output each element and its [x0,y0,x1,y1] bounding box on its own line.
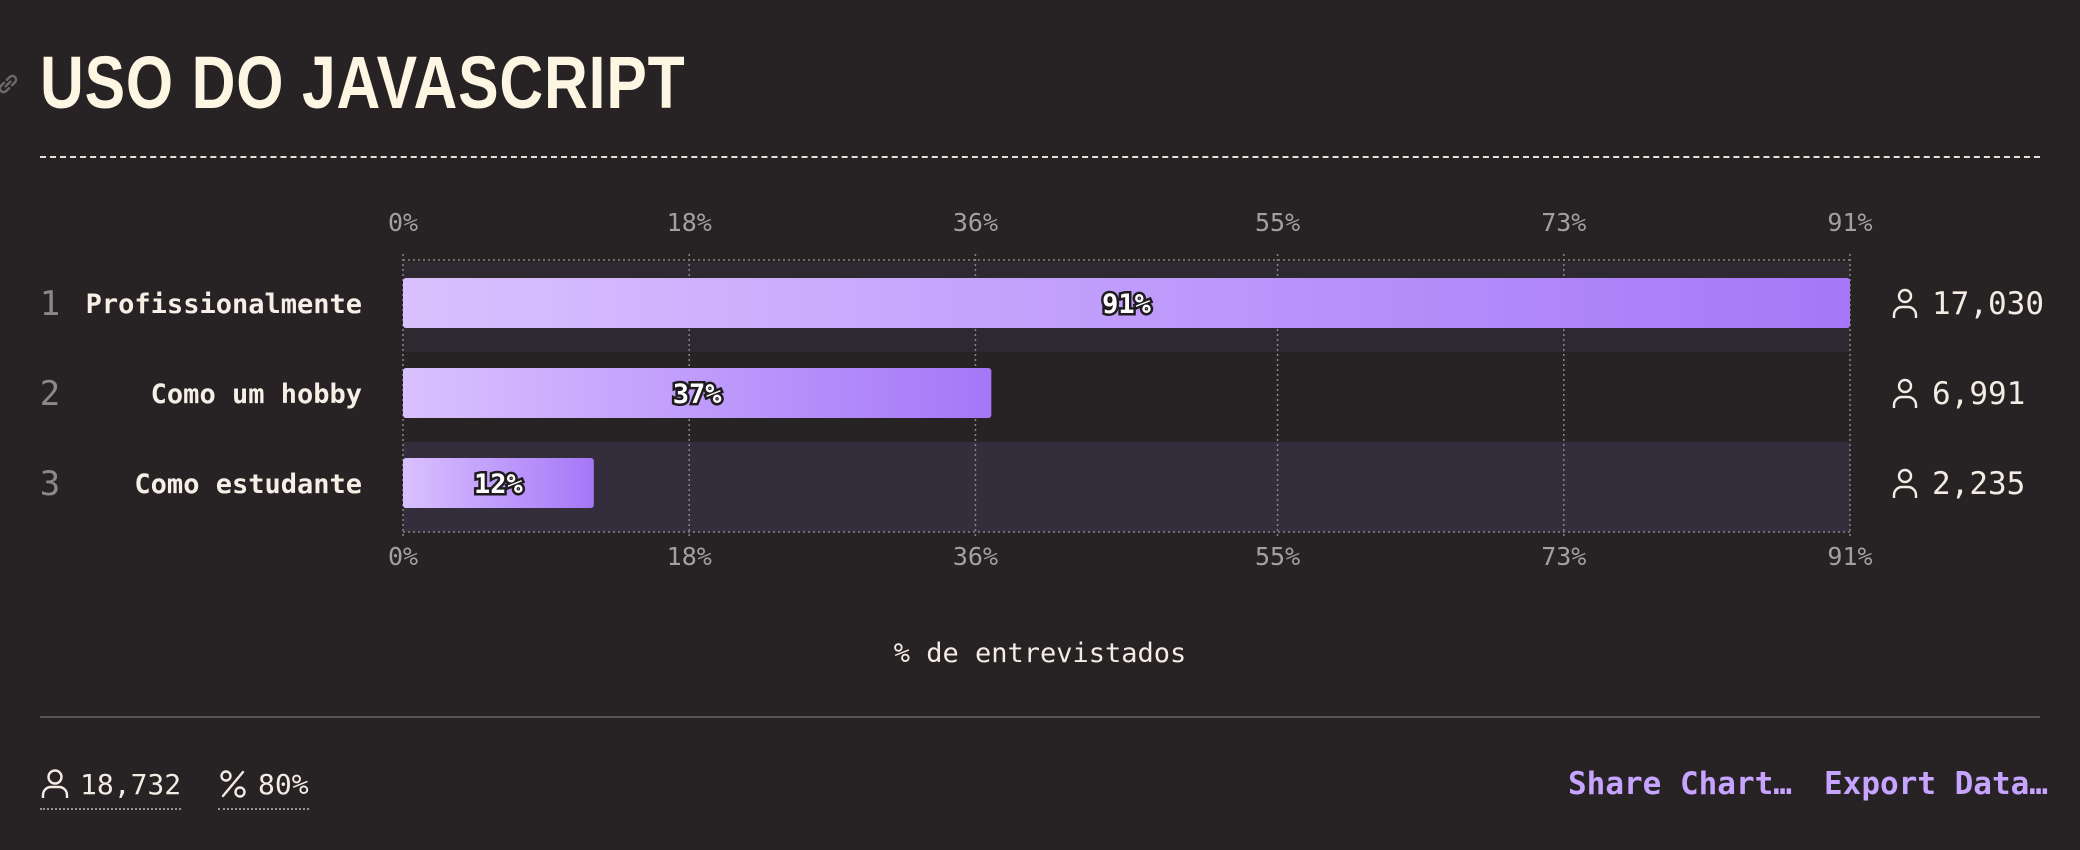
respondents-stat[interactable]: 18,732 [40,762,182,810]
top-tick-label: 0% [388,208,418,237]
x-axis-title: % de entrevistados [893,638,1187,669]
bar-value-label: 12% [474,469,524,500]
chart-title: USO DO JAVASCRIPT [40,41,686,124]
title-divider [40,156,2040,158]
user-icon [41,769,69,798]
bottom-tick-label: 55% [1255,542,1300,571]
top-tick-label: 91% [1827,208,1872,237]
bar-value-label: 91% [1102,289,1152,320]
link-icon[interactable] [0,70,22,98]
rank-number: 2 [40,374,60,414]
bar[interactable] [403,278,1850,328]
bottom-tick-label: 73% [1541,542,1586,571]
percent-icon [220,770,246,798]
completion-stat[interactable]: 80% [218,762,309,810]
respondent-count: 6,991 [1932,376,2025,412]
top-tick-label: 73% [1541,208,1586,237]
category-label: Como um hobby [151,379,362,410]
respondent-count: 2,235 [1932,466,2025,502]
user-icon [1892,378,1918,408]
rank-number: 1 [40,284,60,324]
top-tick-label: 55% [1255,208,1300,237]
user-icon [1892,288,1918,318]
user-icon [1892,468,1918,498]
footer-divider [40,716,2040,718]
respondent-count: 17,030 [1932,286,2044,322]
completion-value: 80% [258,767,309,801]
export-data-button[interactable]: Export Data… [1824,766,2048,802]
respondents-count: 18,732 [80,767,182,801]
top-tick-label: 18% [667,208,712,237]
bar[interactable] [403,368,992,418]
bar-value-label: 37% [673,379,723,410]
share-chart-button[interactable]: Share Chart… [1568,766,1792,802]
rank-number: 3 [40,464,60,504]
bar[interactable] [403,458,594,508]
top-tick-label: 36% [953,208,998,237]
bottom-tick-label: 18% [667,542,712,571]
row-background [403,442,1850,532]
bar-chart: 0% 0% 18% 18% 36% 36% 55% 55% 73% 73% 91% 91% 1 Profi… [40,208,2044,571]
category-label: Como estudante [134,469,362,500]
category-label: Profissionalmente [86,289,362,320]
bottom-tick-label: 91% [1827,542,1872,571]
bottom-tick-label: 36% [953,542,998,571]
bottom-tick-label: 0% [388,542,418,571]
